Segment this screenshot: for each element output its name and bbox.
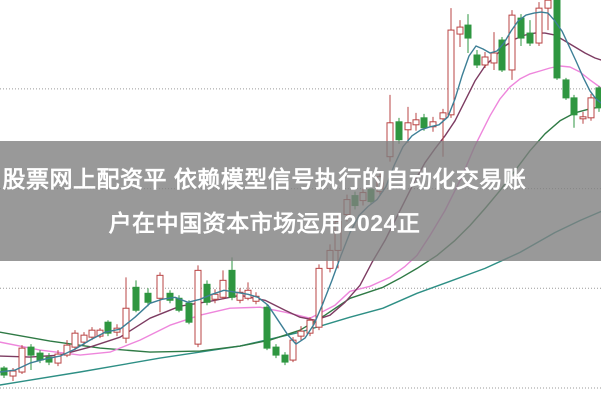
candle-down [473, 54, 481, 66]
candle-down [166, 292, 174, 301]
candle-up [447, 29, 455, 116]
candle-up [481, 56, 489, 66]
candle-up [18, 347, 26, 373]
candle-down [132, 286, 140, 311]
candle-down [228, 269, 236, 298]
candle-down [27, 346, 35, 356]
candle-up [508, 14, 516, 71]
candle-up [412, 119, 420, 126]
candle-up [587, 97, 595, 119]
candle-up [315, 267, 323, 328]
candle-down [553, 0, 561, 79]
candle-down [595, 87, 601, 109]
candle-up [297, 330, 305, 337]
candle-up [63, 344, 71, 356]
candle-up [579, 116, 587, 120]
candle-down [104, 321, 112, 334]
candle-down [281, 354, 289, 363]
candle-up [80, 334, 88, 343]
ma-line-ma30 [0, 106, 601, 353]
candle-down [464, 24, 472, 39]
candle-up [535, 7, 543, 44]
candle-up [122, 307, 130, 339]
candle-down [263, 306, 271, 349]
candle-up [439, 112, 447, 120]
banner-line-1: 股票网上配资平 依赖模型信号执行的自动化交易账 [2, 166, 527, 192]
candle-down [526, 32, 534, 44]
candle-up [544, 0, 552, 9]
banner-line-2: 户在中国资本市场运用2024正 [108, 210, 421, 236]
candle-up [211, 293, 219, 300]
candle-up [156, 274, 164, 299]
candle-up [194, 269, 202, 345]
candle-down [562, 79, 570, 99]
text-overlay-banner: 股票网上配资平 依赖模型信号执行的自动化交易账 户在中国资本市场运用2024正 [0, 141, 601, 261]
candle-up [54, 353, 62, 364]
candle-down [36, 352, 44, 361]
candle-up [88, 329, 96, 338]
candle-up [490, 52, 498, 64]
candle-up [404, 122, 412, 131]
candle-up [71, 332, 79, 348]
candle-down [498, 39, 506, 71]
candle-down [395, 121, 403, 141]
candle-down [203, 283, 211, 303]
candle-up [219, 279, 227, 298]
candle-up [9, 370, 17, 377]
candle-up [456, 26, 464, 35]
candle-down [185, 302, 193, 323]
candle-down [144, 292, 152, 303]
candle-down [420, 117, 428, 129]
candle-down [570, 97, 578, 116]
candle-down [272, 346, 280, 356]
